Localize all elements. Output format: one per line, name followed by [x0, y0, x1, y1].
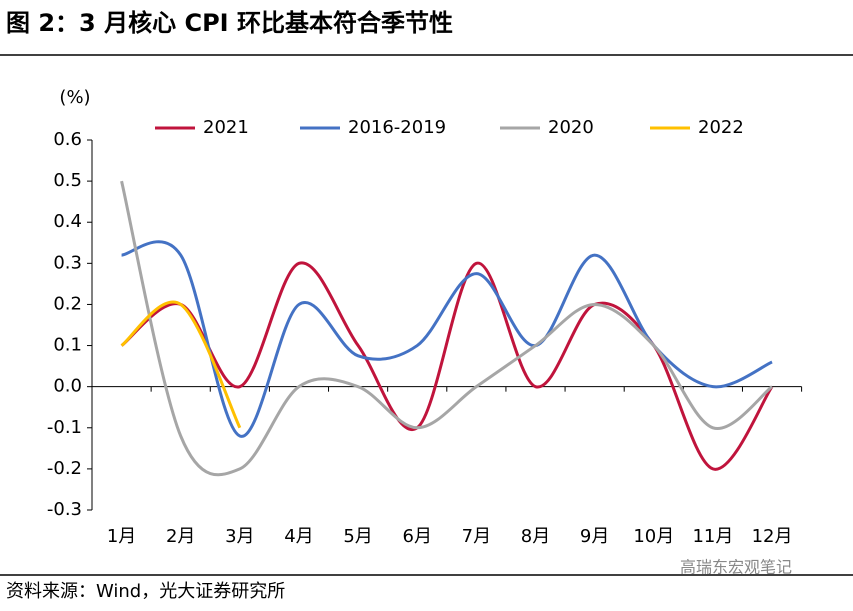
x-tick-label: 12月 — [752, 526, 793, 547]
y-tick-label: -0.3 — [47, 499, 82, 520]
y-tick-label: 0.4 — [53, 211, 82, 232]
x-tick-label: 3月 — [225, 526, 254, 547]
x-tick-label: 10月 — [633, 526, 674, 547]
x-tick-label: 1月 — [107, 526, 136, 547]
legend-label: 2021 — [203, 117, 249, 138]
legend-label: 2020 — [548, 117, 594, 138]
x-tick-label: 6月 — [403, 526, 432, 547]
y-tick-label: 0.3 — [53, 252, 82, 273]
y-tick-label: 0.6 — [53, 129, 82, 150]
x-tick-label: 2月 — [166, 526, 195, 547]
y-axis-label: (%) — [59, 87, 90, 108]
y-tick-label: 0.5 — [53, 170, 82, 191]
watermark: 高瑞东宏观笔记 — [680, 558, 792, 577]
x-tick-label: 7月 — [462, 526, 491, 547]
source: 资料来源：Wind，光大证券研究所 — [6, 581, 285, 602]
x-tick-label: 4月 — [284, 526, 313, 547]
series-line — [120, 261, 774, 471]
legend-label: 2016-2019 — [348, 117, 446, 138]
legend-label: 2022 — [698, 117, 744, 138]
y-tick-label: 0.0 — [53, 376, 82, 397]
y-tick-label: 0.2 — [53, 293, 82, 314]
x-tick-label: 8月 — [521, 526, 550, 547]
x-tick-label: 5月 — [343, 526, 372, 547]
series-line — [120, 300, 242, 429]
chart-title: 图 2：3 月核心 CPI 环比基本符合季节性 — [6, 9, 453, 37]
x-tick-label: 9月 — [580, 526, 609, 547]
y-tick-label: -0.1 — [47, 417, 82, 438]
y-tick-label: -0.2 — [47, 458, 82, 479]
x-tick-label: 11月 — [692, 526, 733, 547]
series-line — [120, 180, 773, 477]
y-tick-label: 0.1 — [53, 335, 82, 356]
